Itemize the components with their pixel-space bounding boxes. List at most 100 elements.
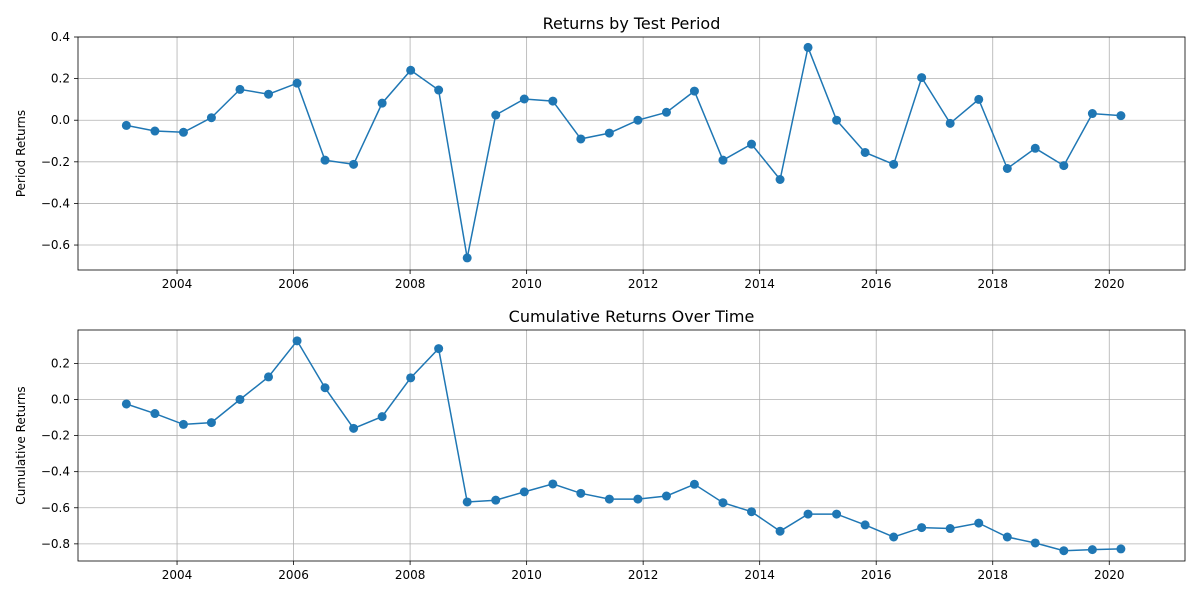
data-point — [292, 78, 302, 88]
data-point — [1116, 544, 1126, 554]
data-point — [462, 253, 472, 263]
x-tick-label: 2008 — [395, 277, 426, 291]
data-point — [1030, 143, 1040, 153]
data-point — [661, 107, 671, 117]
plot-frame — [77, 329, 1186, 562]
data-point — [718, 155, 728, 165]
y-tick-label: −0.6 — [41, 501, 70, 515]
y-tick-label: −0.2 — [41, 155, 70, 169]
data-point — [633, 115, 643, 125]
plot-frame — [77, 36, 1186, 271]
data-point — [604, 128, 614, 138]
data-point — [1030, 538, 1040, 548]
data-point — [604, 494, 614, 504]
x-tick-label: 2014 — [744, 277, 775, 291]
data-point — [917, 73, 927, 83]
x-tick-label: 2016 — [861, 568, 892, 582]
data-point — [689, 86, 699, 96]
y-tick-label: −0.6 — [41, 238, 70, 252]
cumulative-returns-chart: Cumulative Returns Over Time Cumulative … — [14, 307, 1186, 582]
data-point — [889, 532, 899, 542]
data-point — [945, 524, 955, 534]
y-tick-label: −0.2 — [41, 429, 70, 443]
data-point — [1002, 163, 1012, 173]
series-line — [126, 44, 1121, 259]
x-tick-label: 2004 — [162, 277, 193, 291]
data-point — [974, 94, 984, 104]
data-point — [1002, 532, 1012, 542]
data-point — [264, 89, 274, 99]
x-tick-label: 2006 — [278, 277, 309, 291]
data-point — [349, 423, 359, 433]
x-tick-label: 2018 — [977, 277, 1008, 291]
data-point — [860, 147, 870, 157]
x-tick-label: 2014 — [744, 568, 775, 582]
data-point — [747, 507, 757, 517]
data-point — [747, 139, 757, 149]
data-point — [1116, 111, 1126, 121]
data-point — [235, 394, 245, 404]
y-tick-label: −0.4 — [41, 196, 70, 210]
y-axis-label: Period Returns — [14, 110, 28, 197]
data-point — [803, 509, 813, 519]
data-point — [548, 96, 558, 106]
data-point — [803, 42, 813, 52]
chart-title: Cumulative Returns Over Time — [509, 307, 755, 326]
x-tick-label: 2010 — [511, 568, 542, 582]
data-point — [945, 118, 955, 128]
y-tick-label: 0.4 — [51, 30, 70, 44]
data-point — [689, 479, 699, 489]
returns-by-test-period-chart: Returns by Test Period Period Returns 20… — [14, 14, 1186, 291]
data-point — [206, 418, 216, 428]
x-tick-label: 2012 — [628, 277, 659, 291]
data-point — [974, 518, 984, 528]
data-point — [434, 85, 444, 95]
data-point — [519, 94, 529, 104]
y-tick-label: 0.0 — [51, 113, 70, 127]
x-tick-label: 2008 — [395, 568, 426, 582]
data-point — [434, 344, 444, 354]
data-point — [718, 498, 728, 508]
x-tick-label: 2006 — [278, 568, 309, 582]
x-tick-label: 2020 — [1094, 568, 1125, 582]
data-point — [1059, 546, 1069, 556]
x-tick-label: 2016 — [861, 277, 892, 291]
data-point — [519, 487, 529, 497]
x-tick-label: 2012 — [628, 568, 659, 582]
y-tick-label: 0.2 — [51, 72, 70, 86]
chart-title: Returns by Test Period — [543, 14, 721, 33]
data-point — [178, 127, 188, 137]
data-point — [661, 491, 671, 501]
data-point — [150, 126, 160, 136]
data-point — [462, 497, 472, 507]
data-point — [917, 523, 927, 533]
x-tick-label: 2004 — [162, 568, 193, 582]
y-tick-label: 0.2 — [51, 356, 70, 370]
data-point — [832, 509, 842, 519]
y-tick-label: 0.0 — [51, 392, 70, 406]
data-point — [406, 373, 416, 383]
data-point — [150, 409, 160, 419]
data-point — [889, 159, 899, 169]
data-point — [576, 134, 586, 144]
x-tick-label: 2018 — [977, 568, 1008, 582]
data-point — [775, 175, 785, 185]
series-line — [126, 339, 1121, 552]
data-point — [292, 336, 302, 346]
data-point — [264, 372, 274, 382]
data-point — [1087, 545, 1097, 555]
data-point — [121, 120, 131, 130]
data-point — [832, 115, 842, 125]
data-point — [320, 383, 330, 393]
data-point — [633, 494, 643, 504]
data-point — [235, 84, 245, 94]
data-point — [377, 98, 387, 108]
data-point — [860, 520, 870, 530]
y-tick-label: −0.8 — [41, 537, 70, 551]
x-tick-label: 2010 — [511, 277, 542, 291]
data-point — [1087, 109, 1097, 119]
data-point — [406, 65, 416, 75]
data-point — [548, 479, 558, 489]
data-point — [491, 110, 501, 120]
